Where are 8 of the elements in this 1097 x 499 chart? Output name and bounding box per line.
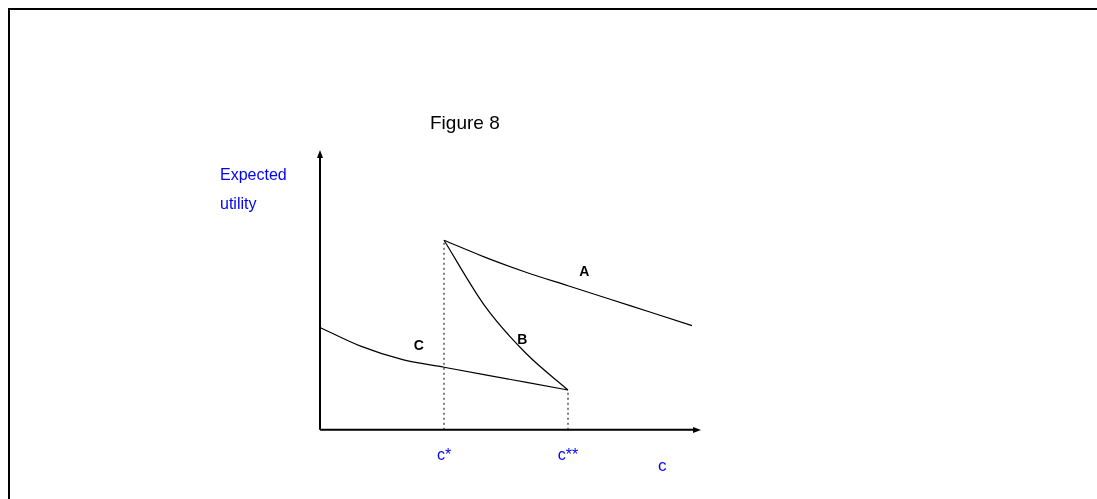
y-axis-title: Expected utility xyxy=(220,165,288,214)
series-label: C xyxy=(413,336,424,353)
chart-title: Figure 8 xyxy=(430,112,500,134)
series-label: B xyxy=(517,330,528,347)
series-label: A xyxy=(579,262,590,279)
x-axis-title: c xyxy=(658,456,667,476)
x-tick-label: c** xyxy=(557,445,579,463)
x-tick-label: c* xyxy=(436,445,452,463)
